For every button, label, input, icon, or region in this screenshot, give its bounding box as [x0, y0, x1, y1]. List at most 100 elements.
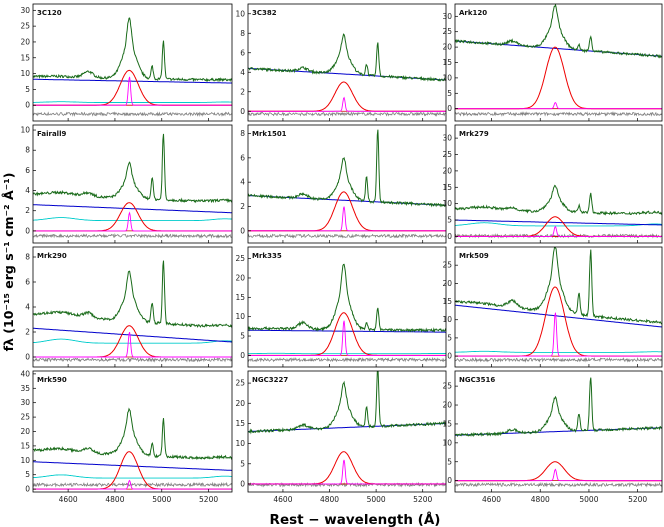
panel-name: Mrk590 — [37, 376, 67, 384]
y-tick-label: 20 — [442, 43, 452, 52]
hbeta-narrow-line — [248, 459, 446, 485]
y-tick-label: 25 — [442, 150, 452, 159]
y-tick-label: 15 — [442, 419, 452, 428]
panel-3c382: 0 2 4 6 8 10 3C382 — [235, 3, 447, 122]
y-axis-title: fλ (10⁻¹⁵ erg s⁻¹ cm⁻² Å⁻¹) — [1, 173, 16, 352]
panel-frame — [32, 246, 233, 368]
y-tick-label: 10 — [235, 9, 245, 18]
y-tick-label: 0 — [25, 101, 30, 110]
spectrum-line — [248, 33, 446, 82]
continuum-line — [33, 204, 232, 214]
y-tick-label: 0 — [25, 353, 30, 362]
y-tick-label: 5 — [240, 332, 245, 341]
plot-area — [33, 260, 232, 363]
x-tick-label: 5200 — [413, 495, 432, 504]
spectrum-line — [33, 260, 232, 328]
hbeta-broad-line — [248, 451, 446, 485]
hbeta-narrow-line — [455, 225, 662, 237]
spectrum-line — [33, 133, 232, 204]
panel-3c120: 0 5 10 15 20 25 30 3C120 — [20, 3, 233, 122]
y-tick-label: 30 — [442, 134, 452, 143]
hbeta-narrow-line — [33, 331, 232, 358]
x-tick-label: 4600 — [482, 495, 501, 504]
y-tick-label: 15 — [235, 293, 245, 302]
y-tick-label: 20 — [235, 399, 245, 408]
plot-area — [248, 371, 446, 488]
panel-name: Mrk279 — [459, 130, 489, 138]
y-tick-label: 20 — [442, 401, 452, 410]
panel-frame — [247, 370, 447, 493]
panel-frame — [32, 3, 233, 122]
residual-line — [248, 356, 446, 363]
y-tick-label: 5 — [447, 333, 452, 342]
y-tick-label: 6 — [25, 166, 30, 175]
y-tick-label: 0 — [447, 352, 452, 361]
y-tick-label: 6 — [240, 48, 245, 57]
panel-mrk509: 0 5 10 15 20 25 Mrk509 — [442, 246, 663, 368]
y-tick-label: 30 — [442, 12, 452, 21]
x-axis-title: Rest − wavelength (Å) — [270, 511, 441, 527]
plot-area — [33, 133, 232, 239]
y-tick-label: 10 — [20, 456, 30, 465]
y-tick-label: 30 — [20, 398, 30, 407]
residual-line — [248, 111, 446, 117]
hbeta-broad-line — [455, 286, 662, 357]
panel-name: Fairall9 — [37, 130, 66, 138]
hbeta-broad-line — [248, 81, 446, 112]
panel-frame — [32, 370, 233, 493]
y-tick-label: 4 — [25, 303, 30, 312]
panel-mrk335: 0 5 10 15 20 25 Mrk335 — [235, 246, 447, 368]
panel-name: 3C120 — [37, 9, 62, 17]
y-tick-label: 40 — [20, 369, 30, 378]
panel-frame — [454, 124, 663, 244]
continuum-line — [33, 327, 232, 343]
hbeta-narrow-line — [248, 320, 446, 356]
y-tick-label: 20 — [442, 279, 452, 288]
residual-line — [33, 233, 232, 239]
continuum-line — [33, 461, 232, 471]
plot-area — [248, 263, 446, 363]
hbeta-broad-line — [455, 216, 662, 237]
y-tick-label: 2 — [25, 206, 30, 215]
y-tick-label: 6 — [240, 153, 245, 162]
panel-mrk1501: 0 2 4 6 8 Mrk1501 — [240, 124, 447, 244]
panel-name: 3C382 — [252, 9, 277, 17]
residual-line — [455, 111, 662, 117]
panel-ark120: 0 5 10 15 20 25 30 Ark120 — [442, 3, 663, 122]
y-tick-label: 5 — [25, 85, 30, 94]
plot-area — [455, 4, 662, 117]
panel-ngc3227: 0 5 10 15 20 25 4600 4800 5000 5200 NGC3227 — [235, 370, 447, 504]
y-tick-label: 8 — [25, 146, 30, 155]
y-tick-label: 4 — [240, 68, 245, 77]
spectrum-line — [33, 407, 232, 461]
hbeta-broad-line — [455, 46, 662, 110]
y-tick-label: 15 — [20, 441, 30, 450]
y-tick-label: 25 — [235, 379, 245, 388]
continuum-line — [33, 78, 232, 84]
y-tick-label: 25 — [442, 27, 452, 36]
hbeta-narrow-line — [455, 312, 662, 357]
y-tick-label: 5 — [25, 470, 30, 479]
y-tick-label: 2 — [240, 202, 245, 211]
y-tick-label: 20 — [20, 37, 30, 46]
y-tick-label: 10 — [442, 73, 452, 82]
panel-name: NGC3516 — [459, 376, 495, 384]
panel-name: Ark120 — [459, 9, 487, 17]
y-tick-label: 20 — [235, 273, 245, 282]
spectrum-line — [33, 17, 232, 83]
y-tick-label: 15 — [442, 297, 452, 306]
spectrum-line — [455, 4, 662, 59]
spectrum-line — [248, 263, 446, 333]
y-tick-label: 15 — [235, 419, 245, 428]
panel-frame — [32, 124, 233, 244]
y-tick-label: 25 — [20, 413, 30, 422]
hbeta-broad-line — [455, 461, 662, 482]
y-tick-label: 10 — [235, 312, 245, 321]
y-tick-label: 0 — [240, 226, 245, 235]
feii-line — [33, 101, 232, 103]
residual-line — [455, 356, 662, 363]
plot-area — [33, 407, 232, 490]
continuum-line — [248, 329, 446, 333]
plot-area — [455, 377, 662, 488]
hbeta-broad-line — [33, 69, 232, 106]
